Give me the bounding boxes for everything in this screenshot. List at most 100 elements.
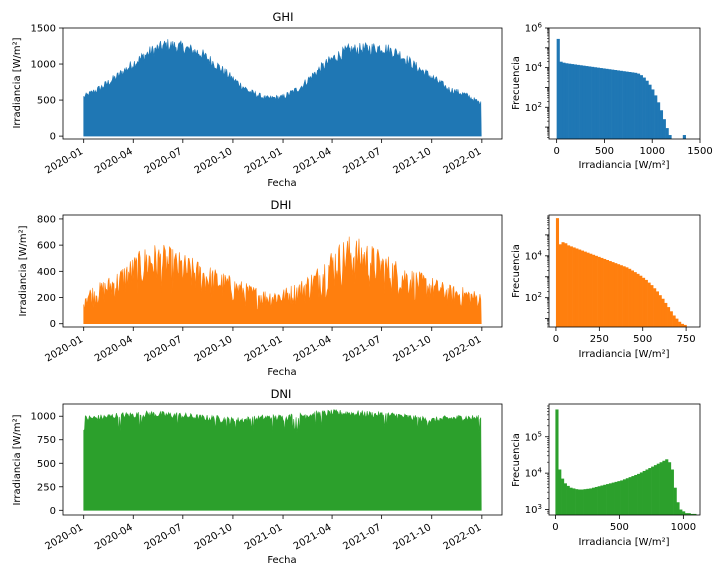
dhi-hist-bar xyxy=(683,324,687,327)
dhi-xtick-label: 2020-10 xyxy=(193,334,235,364)
dhi-hist-bar xyxy=(655,291,659,327)
ghi-hist-xtick-label: 500 xyxy=(595,146,614,157)
dni-hist-bar xyxy=(566,485,570,515)
dni-hist-y-axis-label: Frecuencia xyxy=(511,433,522,487)
dni-hist-bar xyxy=(679,509,683,515)
dhi-hist-bar xyxy=(583,251,587,327)
ghi-hist-ytick-label: 104 xyxy=(525,61,543,74)
dhi-hist-bar xyxy=(603,258,607,327)
dhi-xtick-label: 2021-04 xyxy=(292,334,334,364)
dni-hist-xtick-label: 1000 xyxy=(671,522,696,533)
dhi-hist-bar xyxy=(639,275,643,327)
ghi-hist-bar xyxy=(576,64,580,139)
ghi-hist-bar xyxy=(570,64,575,139)
dhi-hist-xtick-label: 0 xyxy=(553,334,559,345)
dhi-hist-bar xyxy=(642,277,646,327)
dni-hist-bar xyxy=(611,482,615,515)
ghi-histogram-chart: 0 500 1000 1500 102 104 106 Irradiancia [W/m²]… xyxy=(511,22,713,172)
dni-hist-bar xyxy=(637,473,641,515)
dhi-hist-bar xyxy=(569,246,573,327)
dhi-hist-bar xyxy=(564,243,568,327)
dni-hist-bar xyxy=(583,489,587,515)
dni-xtick-label: 2022-01 xyxy=(442,522,484,552)
dhi-ytick-label: 800 xyxy=(37,214,56,225)
dni-hist-bar xyxy=(569,487,573,515)
ghi-hist-xtick-label: 1000 xyxy=(639,146,664,157)
dni-hist-bar xyxy=(586,488,590,515)
dhi-hist-xtick-label: 250 xyxy=(590,334,609,345)
ghi-hist-bar xyxy=(582,65,586,139)
dni-hist-ytick-label: 104 xyxy=(525,467,543,480)
ghi-hist-bar xyxy=(613,70,618,139)
dhi-hist-bar xyxy=(622,266,626,327)
ghi-hist-bar xyxy=(665,128,669,139)
dhi-hist-bar xyxy=(592,254,596,327)
dhi-hist-bar xyxy=(589,253,593,327)
ghi-hist-bar xyxy=(611,69,615,140)
dni-hist-bar xyxy=(622,479,627,515)
ghi-hist-bar xyxy=(622,71,626,139)
ghi-hist-bar xyxy=(585,66,589,139)
dhi-xtick-label: 2020-01 xyxy=(44,334,86,364)
dni-ytick-label: 1000 xyxy=(31,412,56,423)
dhi-hist-y-axis-label: Frecuencia xyxy=(511,244,522,298)
dni-ytick-label: 250 xyxy=(37,482,56,493)
ghi-hist-xtick-label: 1500 xyxy=(687,146,712,157)
dhi-xtick-label: 2021-01 xyxy=(243,334,285,364)
dhi-hist-bar xyxy=(672,315,676,327)
ghi-hist-bar xyxy=(651,89,655,139)
ghi-hist-bar xyxy=(565,63,569,139)
dni-hist-bar xyxy=(690,513,694,515)
ghi-hist-bar xyxy=(602,68,606,139)
ghi-hist-bar xyxy=(636,73,641,139)
ghi-hist-xtick-label: 0 xyxy=(553,146,559,157)
dni-hist-x-axis-label: Irradiancia [W/m²] xyxy=(578,537,669,548)
dhi-hist-ytick-label: 102 xyxy=(525,291,542,304)
dhi-hist-bar xyxy=(611,262,615,327)
dni-series-area xyxy=(83,409,482,511)
dhi-hist-bar xyxy=(636,273,640,327)
dni-hist-bar xyxy=(592,487,596,515)
dni-xtick-label: 2021-07 xyxy=(341,522,383,552)
dhi-hist-bar xyxy=(572,247,576,327)
dhi-hist-bar xyxy=(580,250,585,327)
dhi-hist-bar xyxy=(630,270,634,327)
ghi-ytick-label: 500 xyxy=(37,96,56,107)
ghi-hist-bar xyxy=(659,110,664,139)
ghi-xtick-label: 2020-10 xyxy=(193,146,235,176)
dhi-histogram-chart: 0 250 500 750 102 104 Irradiancia [W/m²] Frec… xyxy=(511,214,701,360)
dhi-hist-bar xyxy=(578,249,582,327)
dhi-hist-bar xyxy=(561,242,565,327)
ghi-hist-bar xyxy=(619,70,623,139)
dhi-hist-bar xyxy=(558,244,562,327)
dni-hist-bar xyxy=(673,487,677,515)
dhi-title: DHI xyxy=(271,198,292,212)
dni-hist-bar xyxy=(572,488,576,515)
ghi-hist-bar xyxy=(596,67,600,139)
dhi-hist-bar xyxy=(628,268,632,327)
dhi-hist-bar xyxy=(567,245,571,327)
dni-hist-bar xyxy=(684,513,689,515)
dhi-ytick-label: 0 xyxy=(50,319,56,330)
dni-xtick-label: 2020-10 xyxy=(193,522,235,552)
dni-hist-bar xyxy=(577,489,582,515)
dni-hist-bar xyxy=(561,478,565,515)
dni-xtick-label: 2021-01 xyxy=(243,522,285,552)
ghi-hist-bar xyxy=(588,66,592,139)
ghi-hist-bar xyxy=(682,135,686,139)
dni-hist-bar xyxy=(665,459,669,515)
dhi-xtick-label: 2021-07 xyxy=(341,334,383,364)
dni-hist-bar xyxy=(589,488,593,515)
dni-xtick-label: 2020-04 xyxy=(93,522,135,552)
dhi-hist-bar xyxy=(608,261,612,327)
dhi-hist-xtick-label: 750 xyxy=(677,334,696,345)
dni-hist-bar xyxy=(617,481,621,515)
ghi-hist-bar xyxy=(628,72,632,139)
dhi-hist-bar xyxy=(680,323,684,327)
dhi-hist-bar xyxy=(678,321,682,327)
dhi-hist-x-axis-label: Irradiancia [W/m²] xyxy=(578,349,669,360)
dni-hist-bar xyxy=(625,478,629,515)
dhi-hist-bar xyxy=(664,302,668,327)
dni-timeseries-chart: DNI 0 250 500 750 1000 2020-01 2020-04 2020-07 2… xyxy=(12,387,503,566)
dni-xtick-label: 2020-01 xyxy=(44,522,86,552)
